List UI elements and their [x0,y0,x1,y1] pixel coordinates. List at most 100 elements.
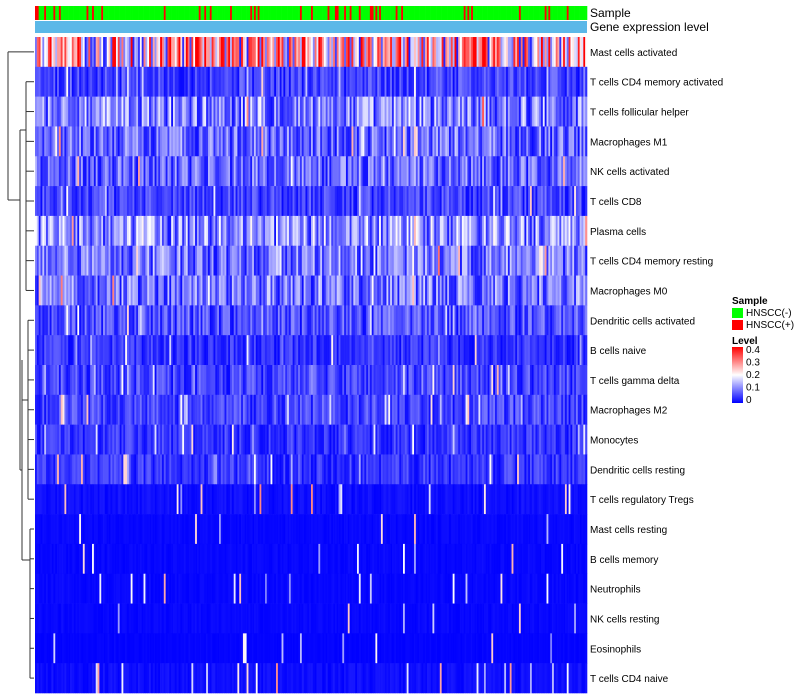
heatmap-cell [265,37,268,68]
heatmap-cell [191,394,194,425]
sample-cell [401,6,404,20]
heatmap-cell [504,365,507,396]
heatmap-cell [35,156,38,187]
heatmap-cell [351,454,354,485]
heatmap-cell [483,424,487,455]
heatmap-cell [309,126,312,157]
heatmap-cell [415,335,419,366]
heatmap-cell [425,156,428,187]
sample-cell [261,6,264,20]
heatmap-cell [171,186,174,217]
heatmap-cell [165,126,168,157]
heatmap-cell [559,454,562,485]
heatmap-cell [301,275,304,306]
heatmap-cell [393,245,396,276]
heatmap-cell [498,394,501,425]
sample-cell [296,6,299,20]
heatmap-cell [439,394,442,425]
heatmap-cell [130,96,133,127]
heatmap-cell [480,275,483,306]
heatmap-cell [452,245,455,276]
heatmap-cell [577,335,580,366]
heatmap-cell [259,126,262,157]
heatmap-cell [130,424,133,455]
heatmap-cell [318,215,321,247]
heatmap-cell [86,424,89,455]
heatmap-cell [557,186,560,217]
heatmap-cell [445,96,448,127]
heatmap-cell [483,156,487,187]
heatmap-cell [161,215,165,247]
heatmap-cell [230,365,233,396]
heatmap-cell [46,66,49,97]
heatmap-cell [355,365,358,396]
heatmap-cell [454,335,457,366]
heatmap-cell [384,424,387,455]
heatmap-cell [180,66,183,97]
sample-cell [388,6,391,20]
heatmap-cell [496,37,499,68]
heatmap-cell [160,186,163,217]
heatmap-cell [161,186,165,217]
heatmap-cell [395,365,398,396]
heatmap-cell [294,96,297,127]
heatmap-cell [384,275,387,306]
heatmap-cell [575,66,579,97]
heatmap-cell [75,484,78,515]
heatmap-cell [287,126,290,157]
heatmap-cell [215,335,218,366]
heatmap-cell [544,335,547,366]
heatmap-cell [277,484,281,515]
heatmap-cell [209,454,212,485]
heatmap-cell [277,454,281,485]
sample-cell [421,6,424,20]
heatmap-cell [90,484,93,515]
heatmap-cell [404,96,407,127]
heatmap-cell [386,365,389,396]
heatmap-cell [49,394,52,425]
heatmap-cell [509,305,512,336]
heatmap-cell [399,245,402,276]
heatmap-cell [472,96,476,127]
heatmap-cell [119,454,122,485]
heatmap-cell [64,96,67,127]
heatmap-cell [449,305,452,336]
heatmap-cell [174,484,177,515]
heatmap-cell [421,156,424,187]
sample-cell [207,6,211,20]
heatmap-cell [58,335,62,366]
heatmap-cell [147,66,150,97]
heatmap-cell [195,424,198,455]
heatmap-cell [224,66,227,97]
heatmap-cell [114,484,117,515]
heatmap-cell [239,305,242,336]
heatmap-cell [515,156,518,187]
heatmap-cell [463,215,466,247]
sample-cell [58,6,62,20]
heatmap-cell [215,484,218,515]
heatmap-cell [281,484,284,515]
heatmap-cell [563,394,566,425]
heatmap-cell [261,335,264,366]
heatmap-cell [439,186,442,217]
heatmap-cell [478,215,481,247]
heatmap-cell [399,37,402,68]
heatmap-cell [502,394,505,425]
heatmap-cell [237,245,240,276]
heatmap-cell [165,454,168,485]
heatmap-cell [92,484,95,515]
heatmap-cell [53,66,56,97]
heatmap-cell [469,96,472,127]
heatmap-cell [358,186,361,217]
heatmap-cell [93,66,97,97]
heatmap-cell [296,186,299,217]
heatmap-cell [528,365,531,396]
heatmap-cell [182,365,185,396]
heatmap-cell [557,37,560,68]
heatmap-cell [128,424,131,455]
heatmap-cell [285,156,288,187]
heatmap-cell [231,335,235,366]
heatmap-cell [299,424,303,455]
heatmap-cell [553,156,557,187]
heatmap-cell [375,66,378,97]
